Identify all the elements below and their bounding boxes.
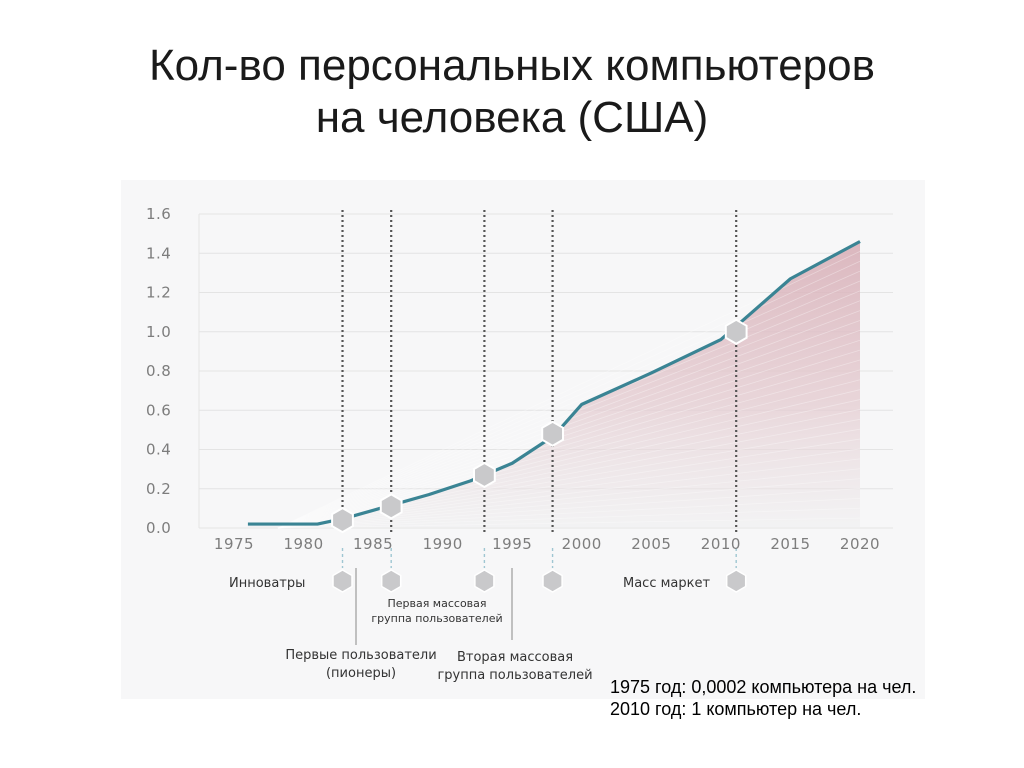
hatch-line: [277, 379, 861, 529]
y-axis-ticks: 0.0 0.2 0.4 0.6 0.8 1.0 1.2 1.4 1.6: [146, 205, 171, 537]
hatch-line: [277, 488, 861, 529]
phase-marker-on-curve: [541, 420, 564, 447]
x-tick-label: 1980: [283, 535, 323, 553]
annotation-first-mass-group: Первая массовая: [387, 597, 486, 610]
hatch-line: [277, 438, 861, 529]
chart-panel: 0.0 0.2 0.4 0.6 0.8 1.0 1.2 1.4 1.6 1975 1980 1985…: [121, 180, 925, 699]
hatch-line: [277, 270, 861, 529]
hatch-line: [277, 428, 861, 529]
phase-markers: [331, 318, 748, 593]
hatch-line: [277, 507, 861, 529]
grid-lines: [198, 213, 893, 529]
y-tick-label: 1.2: [146, 284, 171, 302]
x-tick-label: 1995: [492, 535, 532, 553]
phase-marker-on-curve: [724, 318, 748, 345]
hatch-line: [277, 330, 861, 529]
y-tick-label: 1.4: [146, 244, 171, 262]
x-tick-label: 1975: [214, 535, 254, 553]
annotation-second-mass-group: Вторая массовая: [457, 650, 573, 665]
annotation-innovators: Инноватры: [229, 576, 305, 591]
phase-annotations: Инноватры Масс маркет Первая массовая групп…: [229, 568, 710, 683]
hatch-line: [277, 290, 861, 529]
hatch-line: [277, 349, 861, 529]
phase-marker-on-curve: [473, 461, 496, 489]
hatch-line: [277, 300, 861, 529]
phase-marker-below-axis: [332, 569, 353, 593]
y-tick-label: 0.4: [146, 441, 171, 459]
area-hatching: [277, 250, 861, 529]
x-tick-label: 2010: [701, 535, 741, 553]
hatch-line: [277, 517, 861, 529]
y-tick-label: 1.0: [146, 323, 171, 341]
hatch-line: [277, 250, 861, 529]
hatch-line: [277, 458, 861, 529]
x-tick-label: 2015: [770, 535, 810, 553]
hatch-line: [277, 260, 861, 529]
hatch-line: [277, 389, 861, 529]
hatch-line: [277, 497, 861, 529]
hatch-line: [277, 320, 861, 529]
x-tick-label: 1990: [423, 535, 463, 553]
annotation-second-mass-group: группа пользователей: [437, 668, 592, 683]
note-line-1975: 1975 год: 0,0002 компьютера на чел.: [610, 677, 917, 697]
phase-marker-below-axis: [542, 569, 563, 593]
hatch-line: [277, 280, 861, 529]
hatch-line: [277, 478, 861, 529]
pc-per-capita-chart: 0.0 0.2 0.4 0.6 0.8 1.0 1.2 1.4 1.6 1975 1980 1985…: [146, 205, 893, 683]
hatch-line: [277, 369, 861, 529]
area-fill: [247, 241, 860, 528]
annotation-first-users: Первые пользователи: [285, 648, 436, 663]
phase-marker-on-curve: [331, 506, 354, 534]
hatch-line: [277, 399, 861, 529]
y-tick-label: 0.0: [146, 519, 171, 537]
y-tick-label: 0.6: [146, 401, 171, 419]
hatch-line: [277, 339, 861, 529]
x-tick-label: 2005: [631, 535, 671, 553]
y-tick-label: 1.6: [146, 205, 171, 223]
x-tick-label: 2000: [562, 535, 602, 553]
hatch-line: [277, 468, 861, 529]
area-fill-shape: [247, 241, 860, 528]
x-axis-ticks: 1975 1980 1985 1990 1995 2000 2005 2010 2015 2020: [214, 535, 880, 553]
note-line-2010: 2010 год: 1 компьютер на чел.: [610, 699, 862, 719]
annotation-first-users: (пионеры): [326, 666, 396, 681]
annotation-mass-market: Масс маркет: [623, 576, 710, 591]
x-tick-label: 2020: [840, 535, 880, 553]
y-tick-label: 0.2: [146, 480, 171, 498]
phase-marker-below-axis: [380, 569, 402, 593]
slide-title-line-1: Кол-во персональных компьютеров: [149, 41, 875, 90]
slide-title-line-2: на человека (США): [315, 93, 709, 142]
note-text: 1975 год: 0,0002 компьютера на чел. 2010…: [610, 676, 1010, 720]
x-tick-label: 1985: [353, 535, 393, 553]
phase-marker-below-axis: [725, 569, 747, 593]
phase-marker-below-axis: [474, 569, 495, 593]
phase-marker-on-curve: [379, 493, 403, 520]
slide-title: Кол-во персональных компьютеров на челов…: [0, 40, 1024, 144]
hatch-line: [277, 448, 861, 529]
hatch-line: [277, 359, 861, 529]
annotation-first-mass-group: группа пользователей: [371, 612, 502, 625]
y-tick-label: 0.8: [146, 362, 171, 380]
